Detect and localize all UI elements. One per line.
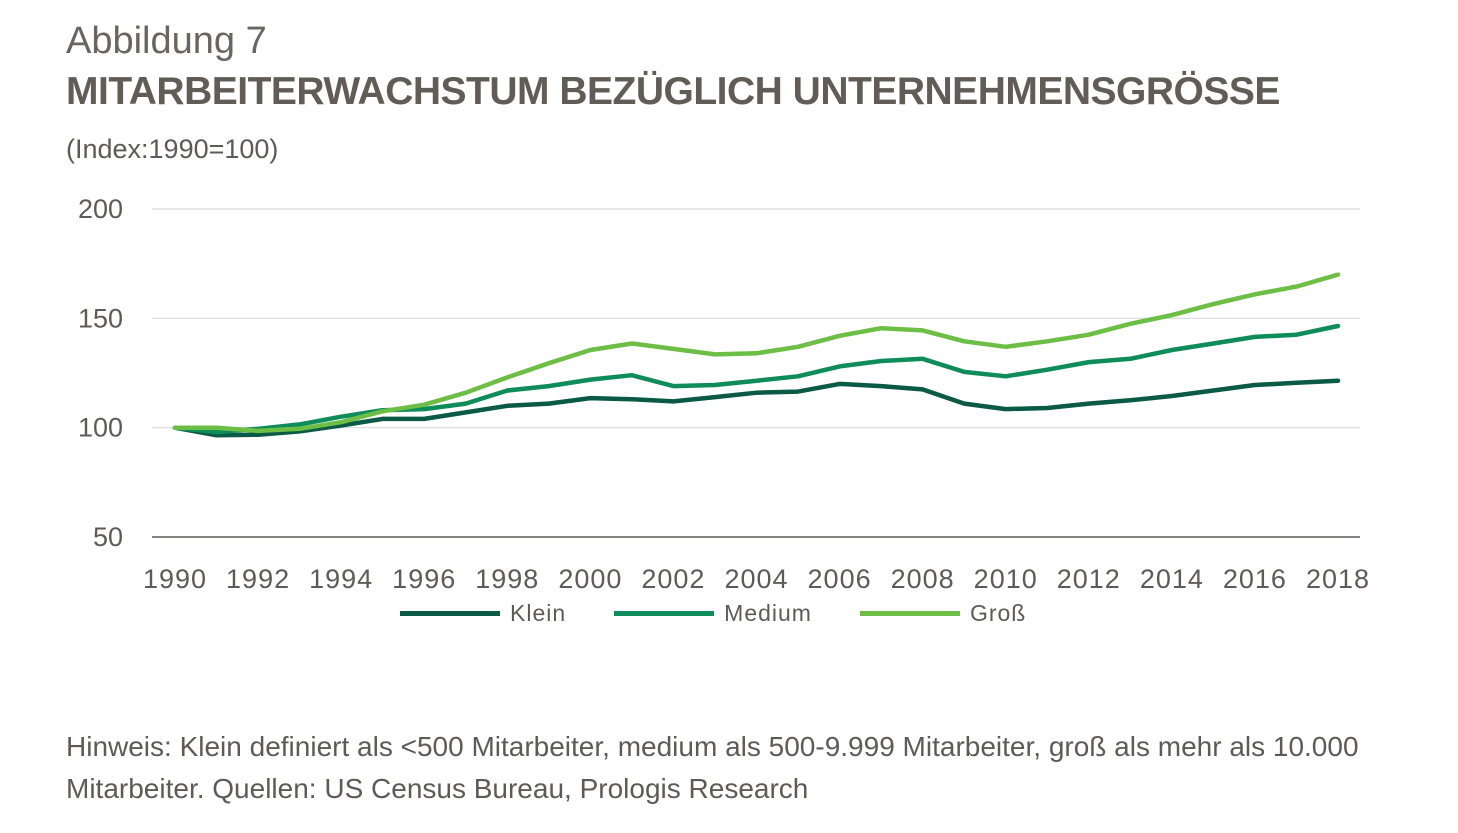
legend: Klein Medium Groß xyxy=(400,600,1074,627)
x-tick-label: 2010 xyxy=(974,564,1038,594)
legend-label-medium: Medium xyxy=(724,600,812,626)
x-tick-label: 1992 xyxy=(226,564,290,594)
legend-swatch-klein xyxy=(400,611,500,616)
y-tick-label: 100 xyxy=(78,413,123,443)
grid-lines xyxy=(152,208,1360,538)
legend-label-klein: Klein xyxy=(510,600,567,626)
line-chart: 50 100 150 200 1990 1992 1994 1996 1998 2000 2002… xyxy=(78,194,1370,594)
x-tick-label: 2008 xyxy=(891,564,955,594)
series-line-klein xyxy=(172,378,1341,438)
y-tick-label: 50 xyxy=(93,522,123,552)
x-tick-label: 2000 xyxy=(558,564,622,594)
y-axis: 50 100 150 200 xyxy=(78,194,123,552)
legend-swatch-gross xyxy=(859,611,960,616)
legend-item-medium: Medium xyxy=(614,600,812,627)
x-tick-label: 2012 xyxy=(1057,564,1121,594)
x-tick-label: 2014 xyxy=(1140,564,1204,594)
x-tick-label: 2016 xyxy=(1223,564,1287,594)
x-axis: 1990 1992 1994 1996 1998 2000 2002 2004 2006 2008… xyxy=(143,564,1370,594)
figure-label: Abbildung 7 xyxy=(66,20,267,62)
series-line-gross xyxy=(172,272,1341,434)
x-tick-label: 2004 xyxy=(724,564,788,594)
series-lines xyxy=(172,272,1341,438)
legend-item-klein: Klein xyxy=(400,600,566,627)
x-tick-label: 1998 xyxy=(475,564,539,594)
footnote: Hinweis: Klein definiert als <500 Mitarb… xyxy=(66,731,1359,804)
chart-subtitle: (Index:1990=100) xyxy=(66,134,279,164)
x-tick-label: 2018 xyxy=(1306,564,1370,594)
y-tick-label: 200 xyxy=(78,194,123,224)
chart-title: MITARBEITERWACHSTUM BEZÜGLICH UNTERNEHME… xyxy=(66,70,1280,113)
x-tick-label: 1990 xyxy=(143,564,207,594)
legend-label-gross: Groß xyxy=(969,600,1027,626)
legend-item-gross: Groß xyxy=(859,600,1027,627)
x-tick-label: 2002 xyxy=(641,564,705,594)
y-tick-label: 150 xyxy=(78,303,123,333)
x-tick-label: 1994 xyxy=(309,564,373,594)
series-line-medium xyxy=(172,323,1341,435)
x-tick-label: 1996 xyxy=(392,564,456,594)
x-tick-label: 2006 xyxy=(808,564,872,594)
legend-swatch-medium xyxy=(614,611,715,616)
